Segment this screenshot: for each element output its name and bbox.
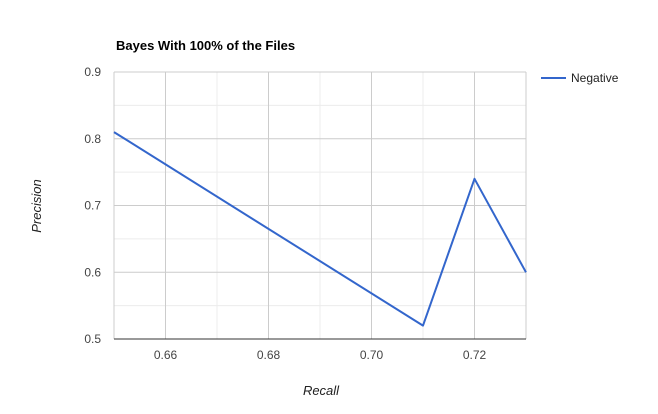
y-tick-label: 0.7 xyxy=(84,199,101,213)
x-tick-label: 0.72 xyxy=(463,348,487,362)
chart-title: Bayes With 100% of the Files xyxy=(116,38,295,53)
x-tick-label: 0.70 xyxy=(360,348,384,362)
x-axis-title: Recall xyxy=(303,383,340,398)
legend: Negative xyxy=(541,71,619,85)
x-tick-label: 0.66 xyxy=(154,348,178,362)
y-tick-label: 0.8 xyxy=(84,132,101,146)
y-axis-title: Precision xyxy=(29,179,44,232)
series-line-negative xyxy=(113,131,527,327)
legend-label-negative: Negative xyxy=(571,71,619,85)
y-tick-label: 0.6 xyxy=(84,265,101,279)
x-axis-ticks: 0.66 0.68 0.70 0.72 xyxy=(154,348,487,362)
y-axis-ticks: 0.5 0.6 0.7 0.8 0.9 xyxy=(84,65,101,346)
x-tick-label: 0.68 xyxy=(257,348,281,362)
y-tick-label: 0.9 xyxy=(84,65,101,79)
y-tick-label: 0.5 xyxy=(84,332,101,346)
series-layer xyxy=(113,131,527,327)
